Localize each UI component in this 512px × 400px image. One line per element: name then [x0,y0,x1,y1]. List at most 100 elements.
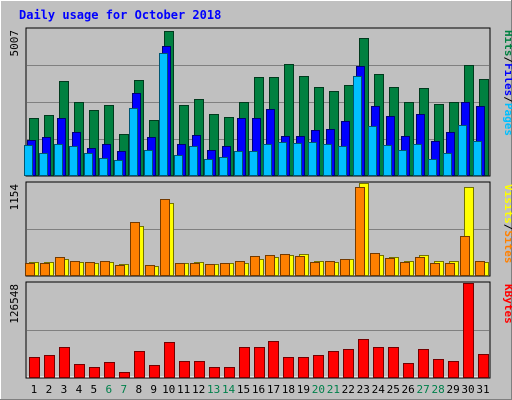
bar-pages-day-31 [473,141,482,176]
bar-kbytes-day-23 [358,339,369,378]
bar-pages-day-10 [159,53,168,176]
x-tick-label-day-15: 15 [237,383,250,396]
bar-pages-day-7 [114,160,123,176]
bar-kbytes-day-25 [388,347,399,378]
bar-sites-day-4 [70,261,80,276]
x-tick-label-day-27: 27 [417,383,430,396]
bar-sites-day-26 [400,262,410,276]
y-max-label: 5007 [8,30,21,57]
bar-kbytes-day-12 [194,361,205,378]
x-tick-label-day-29: 29 [446,383,459,396]
y-max-label: 1154 [8,184,21,211]
x-tick-label-day-4: 4 [76,383,83,396]
x-tick-label-day-26: 26 [402,383,415,396]
bar-pages-day-26 [398,150,407,176]
bar-sites-day-14 [220,263,230,276]
bar-pages-day-13 [204,159,213,176]
bar-sites-day-29 [445,263,455,276]
bar-kbytes-day-6 [104,362,115,378]
bar-sites-day-22 [340,259,350,276]
x-tick-label-day-30: 30 [461,383,474,396]
legend-item-pages: Pages [502,103,512,136]
bar-kbytes-day-21 [328,351,339,378]
bar-kbytes-day-7 [119,372,130,378]
legend-separator: / [502,224,512,231]
bar-sites-day-24 [370,253,380,276]
x-tick-label-day-17: 17 [267,383,280,396]
bar-kbytes-day-5 [89,367,100,378]
bar-kbytes-day-4 [74,364,85,378]
bar-sites-day-31 [475,261,485,276]
bar-sites-day-5 [85,262,95,276]
x-tick-label-day-2: 2 [46,383,53,396]
bar-sites-day-1 [25,263,35,276]
chart-panels: 5007Hits/Files/Pages1154Visits/Sites1265… [8,27,512,379]
bar-kbytes-day-15 [239,347,250,378]
x-axis-day-labels: 1 2 3 4 5 6 7 8 9 10 11 12 13 14 15 16 17 18 19 20 21 22 23 24 2… [31,383,490,396]
bar-pages-day-24 [368,126,377,176]
x-tick-label-day-10: 10 [162,383,175,396]
bar-sites-day-13 [205,264,215,276]
bar-sites-day-20 [310,262,320,276]
bar-pages-day-15 [234,151,243,176]
x-tick-label-day-19: 19 [297,383,310,396]
bar-sites-day-30 [460,236,470,276]
bar-pages-day-2 [39,153,48,176]
bar-pages-day-25 [383,145,392,176]
bar-kbytes-day-28 [433,359,444,378]
bar-pages-day-20 [308,142,317,176]
bar-pages-day-11 [174,155,183,176]
x-tick-label-day-18: 18 [282,383,295,396]
x-tick-label-day-9: 9 [150,383,157,396]
bar-kbytes-day-9 [149,365,160,378]
bar-sites-day-7 [115,265,125,276]
x-tick-label-day-31: 31 [476,383,489,396]
bar-pages-day-23 [353,76,362,176]
panel-kbytes: 126548 KBytes [8,281,512,379]
bar-pages-day-12 [189,146,198,176]
bar-sites-day-23 [355,187,365,276]
bar-pages-day-5 [84,153,93,176]
bar-kbytes-day-11 [179,361,190,378]
bar-kbytes-day-1 [29,357,40,378]
series-sites [25,187,485,276]
bar-pages-day-27 [413,144,422,176]
x-tick-label-day-25: 25 [387,383,400,396]
bar-sites-day-2 [40,263,50,276]
bar-sites-day-16 [250,256,260,276]
legend-separator: / [502,57,512,64]
bar-sites-day-10 [160,199,170,276]
bar-sites-day-8 [130,222,140,276]
legend-separator: / [502,96,512,103]
x-tick-label-day-11: 11 [177,383,190,396]
x-tick-label-day-1: 1 [31,383,38,396]
bar-kbytes-day-14 [224,367,235,378]
bar-sites-day-6 [100,261,110,276]
legend-item-kbytes: KBytes [502,284,512,324]
bar-kbytes-day-13 [209,367,220,378]
legend-item-visits: Visits [502,184,512,224]
x-tick-label-day-20: 20 [312,383,325,396]
bar-sites-day-15 [235,261,245,276]
bar-pages-day-8 [129,108,138,176]
bar-kbytes-day-2 [44,355,55,378]
bar-sites-day-19 [295,256,305,276]
chart-title: Daily usage for October 2018 [19,8,221,22]
bar-kbytes-day-31 [478,354,489,378]
bar-pages-day-3 [54,144,63,176]
bar-kbytes-day-20 [313,355,324,378]
bar-pages-day-19 [293,143,302,176]
bar-kbytes-day-26 [403,363,414,378]
bar-sites-day-27 [415,257,425,276]
x-tick-label-day-16: 16 [252,383,265,396]
bar-pages-day-17 [263,144,272,176]
bar-kbytes-day-16 [254,347,265,378]
x-tick-label-day-6: 6 [106,383,113,396]
bar-sites-day-17 [265,255,275,276]
x-tick-label-day-7: 7 [120,383,127,396]
x-tick-label-day-3: 3 [61,383,68,396]
bar-pages-day-4 [69,146,78,176]
bar-sites-day-12 [190,263,200,276]
x-tick-label-day-13: 13 [207,383,220,396]
bar-kbytes-day-17 [268,341,279,378]
